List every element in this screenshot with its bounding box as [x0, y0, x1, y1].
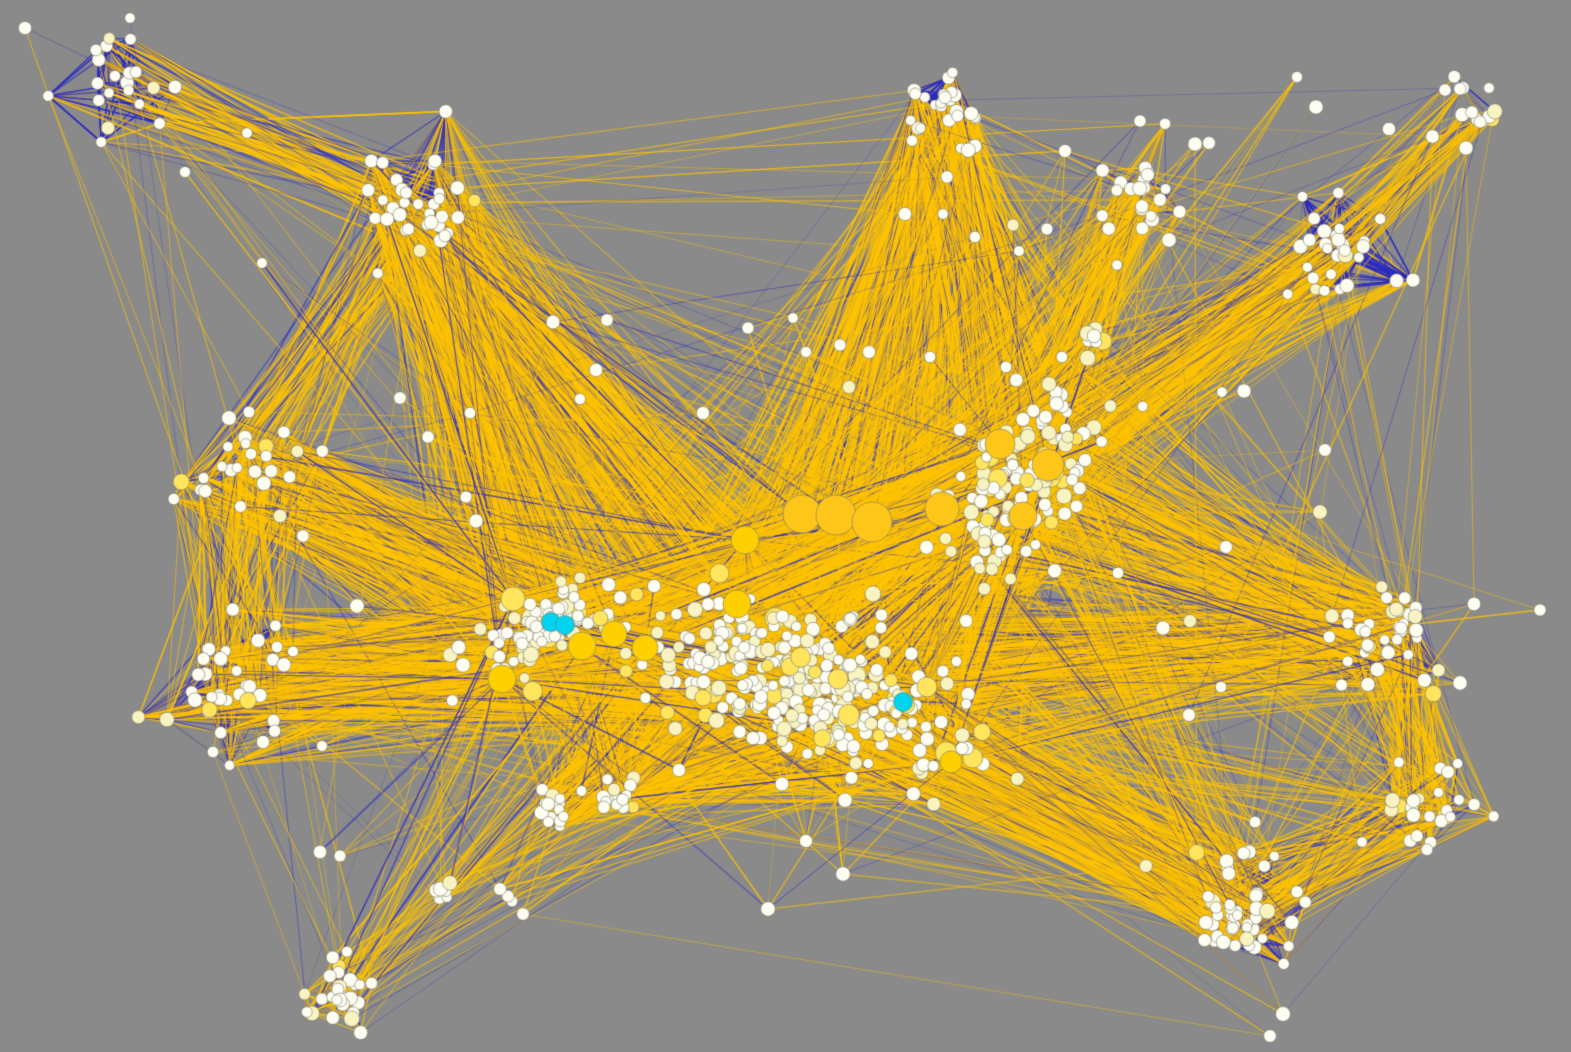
graph-canvas[interactable] [0, 0, 1571, 1052]
network-graph-visualization [0, 0, 1571, 1052]
